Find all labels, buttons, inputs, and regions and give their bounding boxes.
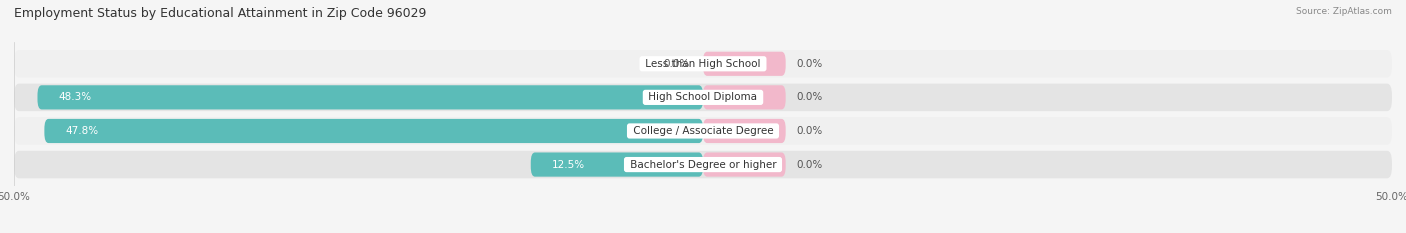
Text: 0.0%: 0.0%: [797, 126, 823, 136]
FancyBboxPatch shape: [703, 152, 786, 177]
Text: College / Associate Degree: College / Associate Degree: [630, 126, 776, 136]
FancyBboxPatch shape: [14, 151, 1392, 178]
Text: High School Diploma: High School Diploma: [645, 92, 761, 102]
FancyBboxPatch shape: [14, 117, 1392, 145]
Text: 0.0%: 0.0%: [797, 160, 823, 170]
Text: 12.5%: 12.5%: [551, 160, 585, 170]
FancyBboxPatch shape: [14, 84, 1392, 111]
Text: 0.0%: 0.0%: [664, 59, 689, 69]
Text: Bachelor's Degree or higher: Bachelor's Degree or higher: [627, 160, 779, 170]
Text: 0.0%: 0.0%: [797, 92, 823, 102]
Text: Source: ZipAtlas.com: Source: ZipAtlas.com: [1296, 7, 1392, 16]
FancyBboxPatch shape: [14, 50, 1392, 78]
Text: 48.3%: 48.3%: [58, 92, 91, 102]
FancyBboxPatch shape: [703, 85, 786, 110]
FancyBboxPatch shape: [703, 119, 786, 143]
FancyBboxPatch shape: [703, 52, 786, 76]
FancyBboxPatch shape: [45, 119, 703, 143]
FancyBboxPatch shape: [531, 152, 703, 177]
Text: 0.0%: 0.0%: [797, 59, 823, 69]
Text: 47.8%: 47.8%: [65, 126, 98, 136]
Text: Less than High School: Less than High School: [643, 59, 763, 69]
FancyBboxPatch shape: [38, 85, 703, 110]
Text: Employment Status by Educational Attainment in Zip Code 96029: Employment Status by Educational Attainm…: [14, 7, 426, 20]
